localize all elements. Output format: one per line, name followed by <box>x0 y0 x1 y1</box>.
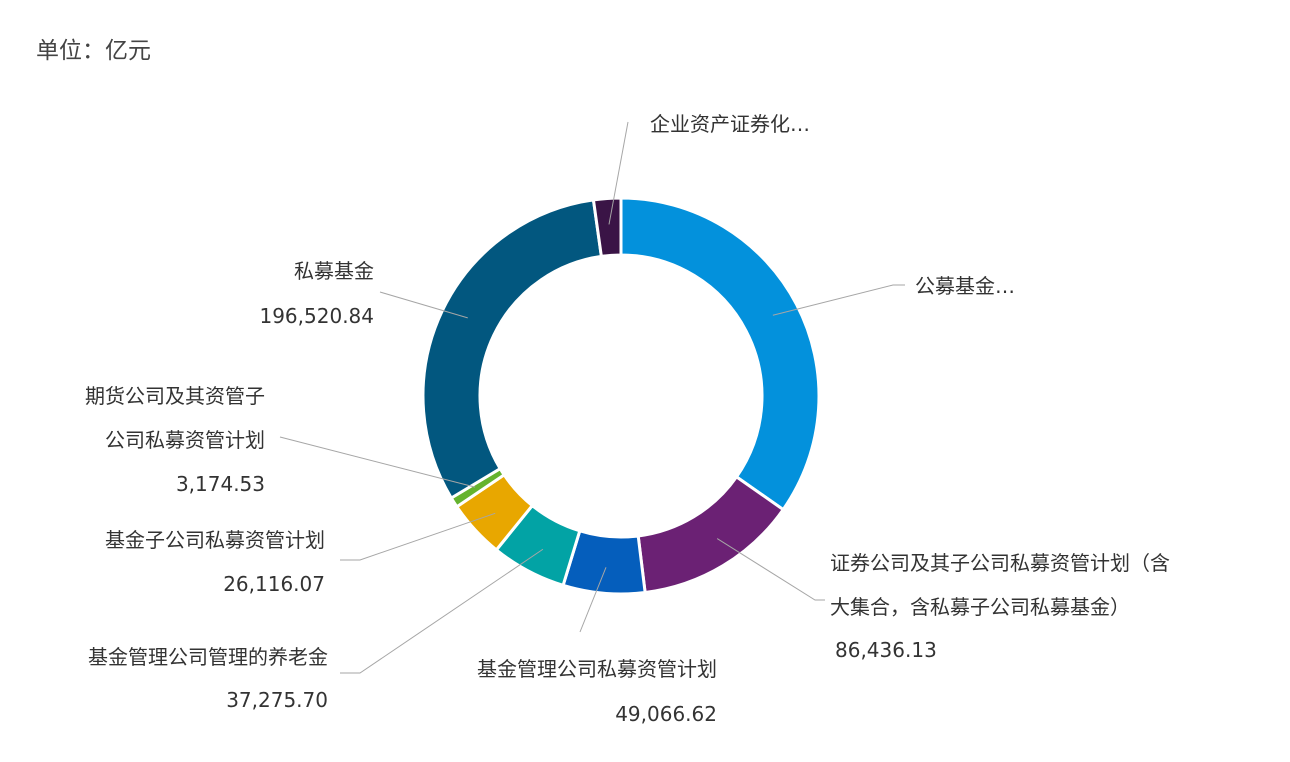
slice-value-1: 86,436.13 <box>835 638 937 662</box>
slice-value-5: 3,174.53 <box>176 472 265 496</box>
slice-label-3: 基金管理公司管理的养老金 <box>88 645 328 669</box>
slice-0 <box>619 196 821 512</box>
leader-line-7 <box>608 121 629 225</box>
unit-label: 单位：亿元 <box>36 38 151 64</box>
slices-group <box>421 196 821 596</box>
slice-value-2: 49,066.62 <box>615 702 717 726</box>
leader-line-2 <box>579 567 607 633</box>
leader-line-3 <box>340 548 544 674</box>
slice-7 <box>591 196 623 259</box>
leader-line-0 <box>772 284 905 316</box>
slice-label-7: 企业资产证券化… <box>650 112 810 136</box>
slice-value-3: 37,275.70 <box>226 688 328 712</box>
leader-line-6 <box>379 291 468 319</box>
leader-lines-group <box>279 121 905 674</box>
slice-6 <box>421 198 604 501</box>
slice-label-6: 私募基金 <box>294 259 374 283</box>
slice-label-1-line2: 大集合，含私募子公司私募基金） <box>830 595 1130 619</box>
slice-label-5: 期货公司及其资管子 <box>85 384 265 408</box>
slice-label-4: 基金子公司私募资管计划 <box>105 528 325 552</box>
leader-line-1 <box>716 538 825 601</box>
slice-label-2: 基金管理公司私募资管计划 <box>477 657 717 681</box>
slice-label-0: 公募基金… <box>915 274 1015 298</box>
slice-label-5-line2: 公司私募资管计划 <box>105 428 265 452</box>
leader-line-5 <box>279 436 476 488</box>
leader-line-4 <box>340 512 496 561</box>
slice-value-4: 26,116.07 <box>223 572 325 596</box>
slice-1 <box>636 474 786 595</box>
slice-label-1: 证券公司及其子公司私募资管计划（含 <box>830 551 1170 575</box>
slice-value-6: 196,520.84 <box>259 304 374 328</box>
